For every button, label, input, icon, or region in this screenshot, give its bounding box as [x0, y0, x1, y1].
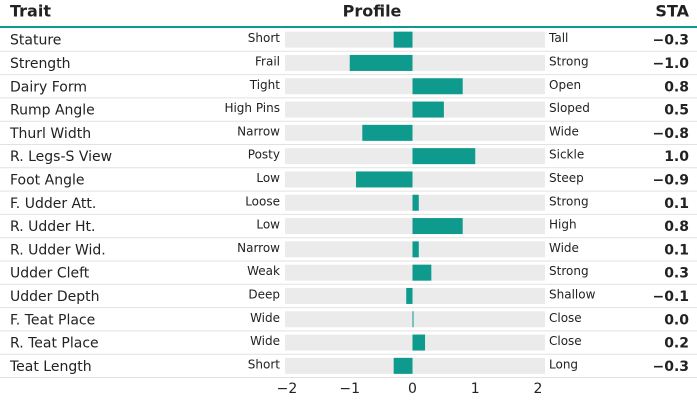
header-sta: STA [655, 2, 689, 21]
x-tick-label: −2 [277, 381, 298, 397]
low-label: Wide [250, 334, 280, 348]
header-trait: Trait [10, 2, 51, 21]
bar [412, 148, 476, 165]
trait-name: Strength [10, 56, 71, 72]
low-label: Loose [245, 194, 280, 208]
low-label: Tight [249, 78, 281, 92]
low-label: High Pins [224, 101, 280, 115]
trait-name: R. Teat Place [10, 336, 99, 352]
header-profile: Profile [343, 2, 402, 21]
bar [412, 334, 426, 351]
low-label: Weak [247, 264, 280, 278]
x-tick-label: −1 [339, 381, 360, 397]
bar [356, 171, 413, 188]
x-tick-label: 2 [534, 381, 543, 397]
value-label: 0.8 [664, 219, 689, 235]
high-label: Shallow [549, 287, 596, 301]
value-label: −0.8 [652, 126, 689, 142]
bar [412, 218, 463, 235]
row-track [285, 54, 545, 71]
value-label: 0.5 [664, 103, 689, 119]
x-tick-label: 1 [471, 381, 480, 397]
row-track [285, 124, 545, 141]
value-label: −1.0 [652, 56, 689, 72]
bar [412, 194, 419, 211]
high-label: Steep [549, 171, 584, 185]
trait-name: Stature [10, 33, 61, 49]
trait-name: F. Teat Place [10, 312, 95, 328]
value-label: 0.1 [664, 242, 689, 258]
value-label: 0.3 [664, 266, 689, 282]
value-label: −0.3 [652, 33, 689, 49]
bar [412, 101, 444, 118]
x-tick-label: 0 [408, 381, 417, 397]
bar [406, 287, 413, 304]
high-label: Tall [548, 31, 568, 45]
trait-name: Rump Angle [10, 103, 95, 119]
trait-name: R. Udder Wid. [10, 242, 106, 258]
low-label: Posty [248, 148, 280, 162]
value-label: −0.9 [652, 172, 689, 188]
value-label: 0.0 [664, 312, 689, 328]
value-label: 0.2 [664, 336, 689, 352]
value-label: 0.1 [664, 196, 689, 212]
row-track [285, 171, 545, 188]
high-label: Wide [549, 241, 579, 255]
bar [393, 31, 413, 48]
high-label: Strong [549, 264, 589, 278]
high-label: Strong [549, 194, 589, 208]
bar [412, 241, 419, 258]
high-label: Sickle [549, 148, 584, 162]
bar [349, 54, 413, 71]
high-label: Sloped [549, 101, 590, 115]
value-label: 1.0 [664, 149, 689, 165]
high-label: Wide [549, 124, 579, 138]
low-label: Wide [250, 311, 280, 325]
high-label: Open [549, 78, 581, 92]
low-label: Low [256, 171, 280, 185]
high-label: Close [549, 334, 582, 348]
trait-name: Teat Length [9, 359, 92, 375]
bar [412, 264, 432, 281]
high-label: Strong [549, 54, 589, 68]
value-label: 0.8 [664, 79, 689, 95]
bar [393, 357, 413, 374]
row-track [285, 311, 545, 328]
bar [412, 78, 463, 95]
bar [412, 311, 414, 328]
trait-name: F. Udder Att. [10, 196, 96, 212]
low-label: Deep [248, 287, 280, 301]
low-label: Low [256, 218, 280, 232]
trait-name: Udder Depth [10, 289, 99, 305]
trait-name: R. Legs-S View [10, 149, 112, 165]
trait-name: Udder Cleft [10, 266, 90, 282]
bar [362, 124, 413, 141]
low-label: Short [248, 357, 280, 371]
trait-name: Foot Angle [10, 172, 84, 188]
value-label: −0.1 [652, 289, 689, 305]
high-label: Long [549, 357, 578, 371]
row-track [285, 31, 545, 48]
low-label: Narrow [237, 241, 280, 255]
row-track [285, 287, 545, 304]
high-label: Close [549, 311, 582, 325]
trait-name: Thurl Width [9, 126, 91, 142]
trait-name: R. Udder Ht. [10, 219, 95, 235]
high-label: High [549, 218, 577, 232]
trait-name: Dairy Form [10, 79, 87, 95]
low-label: Narrow [237, 124, 280, 138]
value-label: −0.3 [652, 359, 689, 375]
low-label: Frail [255, 54, 280, 68]
low-label: Short [248, 31, 280, 45]
row-track [285, 357, 545, 374]
